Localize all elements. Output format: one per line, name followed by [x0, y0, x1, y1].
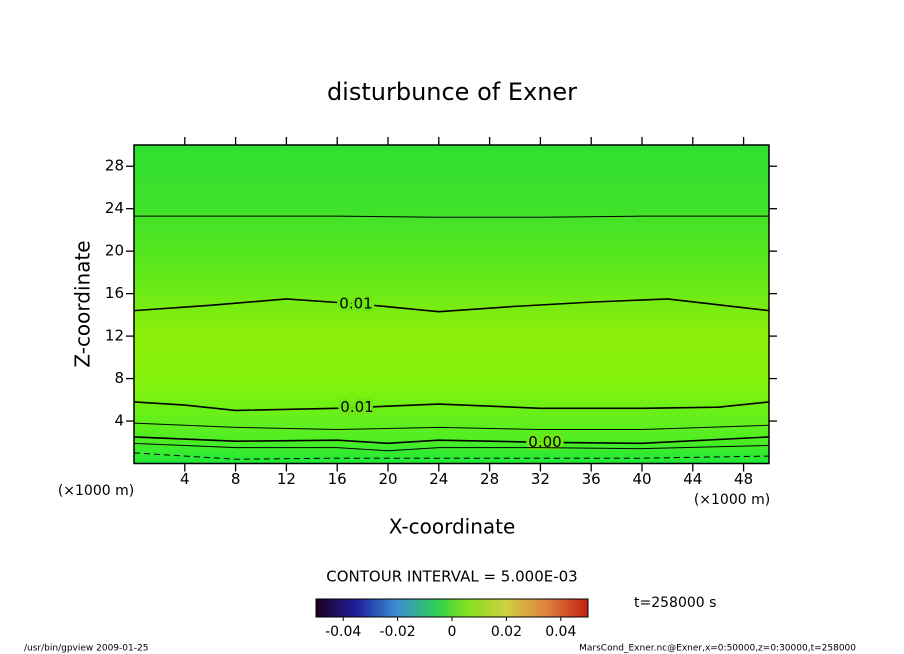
contour-label: 0.00 [528, 433, 561, 451]
x-tick-label: 4 [180, 470, 190, 488]
time-label: t=258000 s [634, 595, 716, 611]
x-tick-label: 24 [429, 470, 448, 488]
contour-line [133, 452, 770, 460]
plot-frame [133, 144, 770, 465]
colorbar-tick-label: 0.02 [491, 624, 522, 640]
contour-line [133, 298, 770, 313]
y-tick-label: 16 [105, 284, 124, 302]
x-tick-label: 20 [378, 470, 397, 488]
contour-label: 0.01 [339, 294, 372, 312]
x-tick-label: 40 [632, 470, 651, 488]
x-unit: (×1000 m) [694, 492, 770, 508]
y-axis-label: Z-coordinate [71, 240, 95, 367]
contour-line [133, 422, 770, 431]
x-tick-label: 12 [277, 470, 296, 488]
contour-label: 0.01 [340, 398, 373, 416]
x-tick-label: 44 [683, 470, 702, 488]
plot-area: 0.01 0.01 0.00 [133, 215, 770, 460]
x-tick-label: 36 [582, 470, 601, 488]
footer-right: MarsCond_Exner.nc@Exner,x=0:50000,z=0:30… [579, 644, 856, 654]
colorbar-tick-label: -0.04 [325, 624, 361, 640]
y-tick-label: 28 [105, 157, 124, 175]
colorbar-tick-label: 0.04 [545, 624, 576, 640]
colorbar-tick-label: 0 [448, 624, 457, 640]
y-tick-label: 20 [105, 242, 124, 260]
x-tick-label: 28 [480, 470, 499, 488]
contour-line [134, 215, 769, 218]
contour-line [133, 401, 770, 412]
y-tick-label: 24 [105, 199, 124, 217]
contour-line [133, 442, 770, 452]
chart-title: disturbunce of Exner [327, 78, 577, 106]
colorbar [315, 598, 589, 618]
y-tick-label: 4 [114, 412, 124, 430]
y-tick-label: 12 [105, 327, 124, 345]
contour-interval: CONTOUR INTERVAL = 5.000E-03 [326, 568, 577, 586]
x-tick-label: 16 [328, 470, 347, 488]
x-tick-label: 48 [734, 470, 753, 488]
footer-left: /usr/bin/gpview 2009-01-25 [24, 644, 148, 654]
y-unit: (×1000 m) [58, 483, 134, 499]
y-tick-label: 8 [114, 369, 124, 387]
contour-line [133, 436, 770, 445]
x-tick-label: 8 [231, 470, 241, 488]
x-tick-label: 32 [531, 470, 550, 488]
x-axis-label: X-coordinate [389, 515, 516, 539]
colorbar-tick-label: -0.02 [379, 624, 415, 640]
